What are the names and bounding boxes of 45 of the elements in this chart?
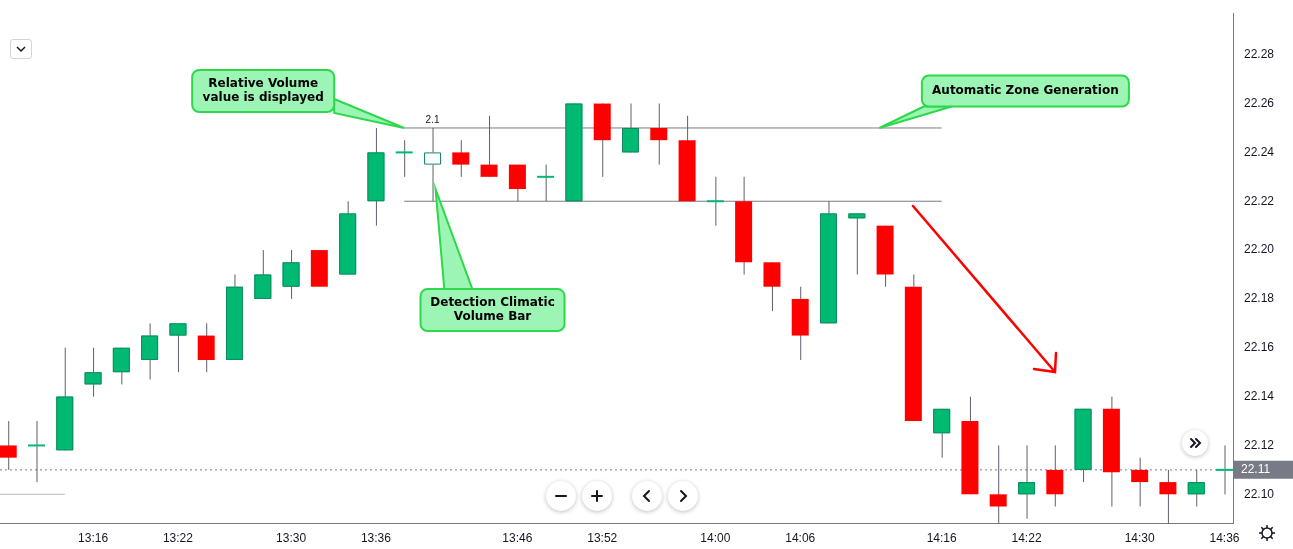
annotation: 2.1 — [425, 113, 440, 125]
y-tick-label: 22.18 — [1244, 291, 1275, 306]
candlestick — [0, 420, 17, 471]
x-tick-label: 14:30 — [1124, 531, 1155, 546]
y-tick-label: 22.16 — [1244, 340, 1275, 355]
candlestick — [84, 347, 102, 398]
x-tick-label: 14:36 — [1209, 531, 1240, 546]
y-tick-label: 22.14 — [1244, 388, 1275, 403]
candlestick — [1215, 444, 1235, 495]
x-tick-label: 14:22 — [1011, 531, 1042, 546]
y-tick-label: 22.28 — [1244, 47, 1275, 62]
candlestick — [452, 139, 470, 178]
y-tick-label: 22.12 — [1244, 437, 1275, 452]
candlestick — [536, 164, 556, 202]
x-tick-label: 13:52 — [587, 531, 618, 546]
candlestick — [650, 103, 668, 166]
annotation: Relative Volume value is displayed — [202, 76, 324, 105]
ref-line-label: 22.11 — [1241, 462, 1271, 477]
candlestick — [1159, 469, 1177, 525]
candlestick — [1187, 469, 1205, 508]
y-tick-label: 22.10 — [1244, 486, 1275, 501]
candlestick — [848, 212, 866, 276]
x-tick-label: 13:22 — [162, 531, 194, 546]
candlestick — [480, 115, 498, 178]
candlestick — [394, 139, 414, 178]
candlestick — [26, 420, 46, 483]
y-tick-label: 22.26 — [1244, 95, 1275, 110]
x-tick-label: 13:46 — [502, 531, 533, 546]
candlestick — [424, 127, 442, 202]
y-tick-label: 22.24 — [1244, 144, 1275, 159]
x-tick-label: 14:16 — [926, 531, 958, 546]
annotation: Automatic Zone Generation — [932, 83, 1119, 98]
candlestick — [989, 444, 1007, 525]
x-tick-label: 13:30 — [276, 531, 307, 546]
x-tick-label: 13:36 — [360, 531, 392, 546]
candlestick — [1131, 457, 1149, 508]
candlestick — [169, 322, 187, 373]
x-tick-label: 14:00 — [700, 531, 731, 546]
candlestick — [705, 176, 725, 227]
y-tick-label: 22.20 — [1244, 242, 1275, 257]
candlestick — [1018, 444, 1036, 520]
y-tick-label: 22.22 — [1244, 193, 1275, 208]
x-tick-label: 14:06 — [785, 531, 816, 546]
annotation: Detection Climatic Volume Bar — [430, 295, 555, 324]
x-tick-label: 13:16 — [78, 531, 109, 546]
